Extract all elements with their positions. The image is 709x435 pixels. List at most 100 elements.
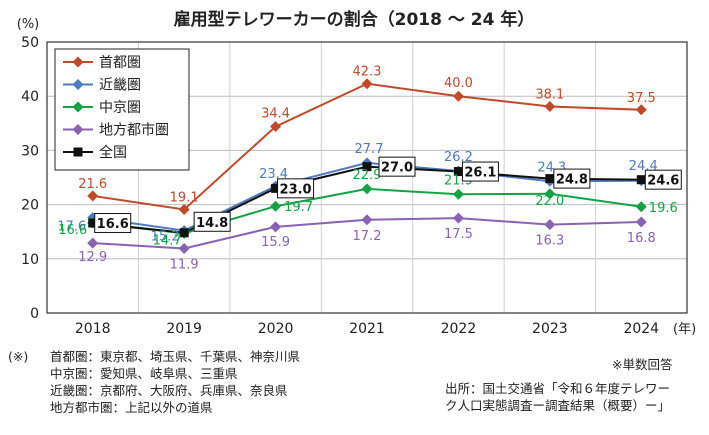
data-point [87,237,99,249]
plot-frame [46,41,688,314]
data-point [179,228,189,238]
data-label: 11.9 [170,258,199,273]
x-tick-label: 2018 [75,321,111,337]
data-point [271,183,281,193]
data-point [635,216,647,228]
data-label: 42.3 [353,65,382,80]
legend-item: 全国 [63,144,127,161]
data-point [544,188,556,200]
footnote-line: 地方都市圏：上記以外の道県 [50,400,213,415]
data-label: 14.7 [153,233,182,248]
data-label: 17.5 [444,227,473,242]
y-tick-label: 20 [21,198,39,214]
source-line: ク人口実態調査ー調査結果（概要）ー」 [445,398,671,413]
data-label: 16.8 [627,231,656,246]
data-label: 14.8 [196,216,228,231]
data-label: 34.4 [261,107,290,122]
data-point [544,219,556,231]
data-label: 23.0 [280,182,312,197]
data-point [270,200,282,212]
footnote-line: 近畿圏：京都府、大阪府、兵庫県、奈良県 [50,383,288,398]
data-label-box [277,178,315,199]
data-label: 16.6 [58,223,87,238]
data-label-box [553,168,591,189]
data-point [87,190,99,202]
data-label: 24.8 [556,173,588,188]
data-point [452,90,464,102]
y-tick-label: 0 [30,306,39,322]
data-label-box [461,161,499,182]
data-label: 19.6 [649,201,678,216]
data-label: 40.0 [444,76,473,91]
data-label: 12.9 [78,250,107,265]
data-label: 26.2 [444,150,473,165]
legend-label: 中京圏 [99,100,141,116]
x-tick-label: 2021 [349,321,385,337]
data-label: 16.6 [97,217,129,232]
data-point [72,79,84,90]
data-label: 19.7 [284,200,313,215]
data-point [73,147,83,157]
data-label: 16.3 [535,234,564,249]
x-tick-label: 2022 [441,321,477,337]
data-label: 22.9 [353,168,382,183]
data-point [361,183,373,195]
data-point [362,162,372,172]
data-point [453,167,463,177]
response-note: ※単数回答 [612,357,673,372]
data-label: 17.2 [353,229,382,244]
data-label: 15.2 [151,230,180,245]
data-label: 19.1 [170,190,199,205]
y-tick-label: 30 [21,143,39,159]
data-label: 26.1 [464,166,496,181]
data-label: 27.0 [381,161,413,176]
data-label-box [644,169,682,190]
data-point [635,104,647,116]
data-point [545,174,555,184]
data-label-box [378,156,416,177]
data-point [178,243,190,255]
legend-label: 首都圏 [99,55,141,71]
data-point [361,214,373,226]
legend-item: 首都圏 [63,55,141,71]
data-label: 17.6 [57,220,86,235]
footnote-line: 首都圏：東京都、埼玉県、千葉県、神奈川県 [50,349,301,364]
data-point [72,124,84,135]
data-point [72,56,84,68]
data-label-box [94,213,132,234]
y-axis-unit-label: (%) [17,17,40,32]
x-tick-label: 2024 [623,321,659,337]
data-point [452,212,464,224]
data-label: 22.0 [535,194,564,209]
x-tick-label: 2019 [166,321,202,337]
legend-label: 地方都市圏 [99,122,169,139]
legend-label: 全国 [99,144,127,161]
data-label: 15.9 [261,235,290,250]
data-label: 21.6 [78,177,107,192]
data-label: 37.5 [627,91,656,106]
data-point [270,121,282,133]
data-point [361,78,373,90]
data-label-box [193,211,231,232]
footnote-line: 中京圏：愛知県、岐阜県、三重県 [50,366,238,381]
legend-item: 近畿圏 [63,78,141,94]
data-point [270,221,282,233]
data-point [88,218,98,228]
data-point [544,100,556,112]
legend-item: 地方都市圏 [63,122,169,139]
y-tick-label: 40 [21,89,39,105]
x-tick-label: 2023 [532,321,568,337]
chart-title: 雇用型テレワーカーの割合（2018 ～ 24 年） [174,9,535,30]
data-point [452,188,464,200]
footnote-marker: (※) [8,349,29,364]
y-tick-label: 50 [21,35,39,51]
x-tick-label: 2020 [258,321,294,337]
y-tick-label: 10 [21,252,39,268]
data-point [635,201,647,213]
data-point [636,175,646,185]
data-point [72,101,84,113]
data-point [178,203,190,215]
source-line: 出所：国土交通省「令和６年度テレワー [445,381,671,396]
